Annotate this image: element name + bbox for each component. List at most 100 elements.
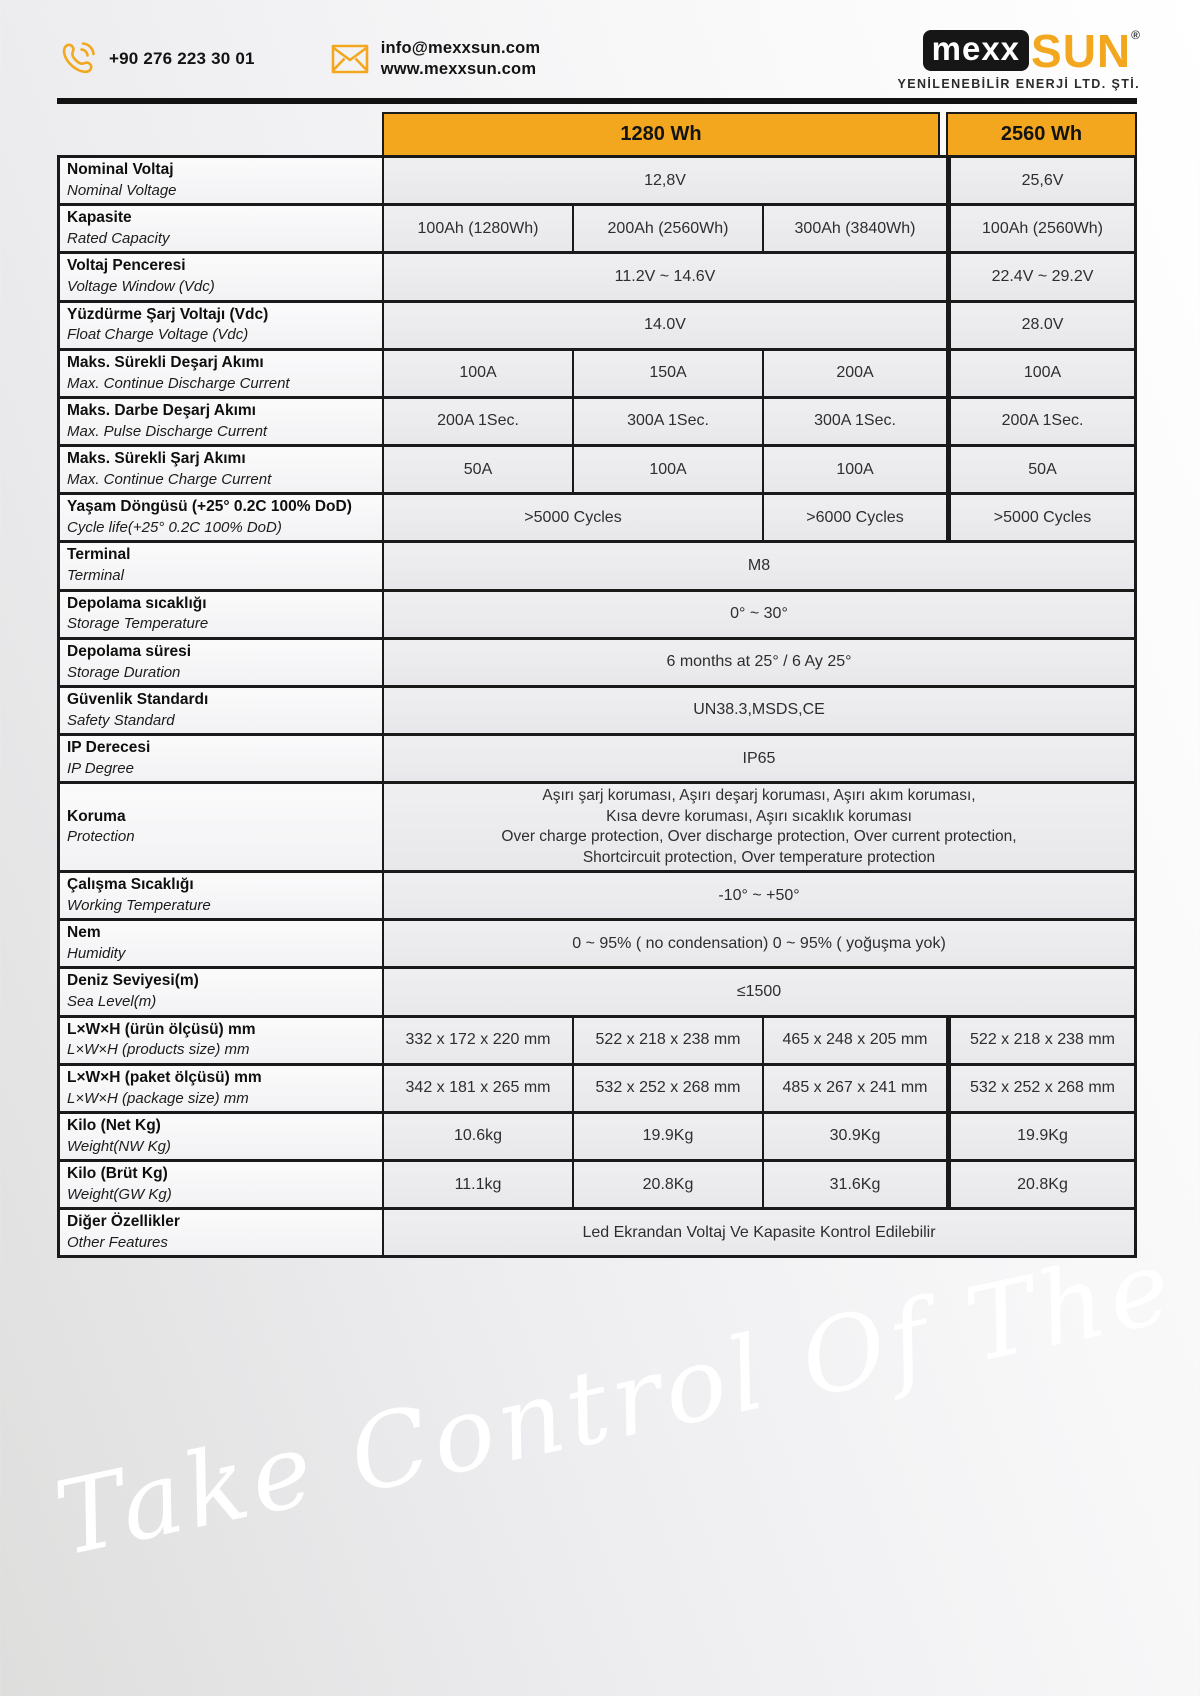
spec-value: Aşırı şarj koruması, Aşırı deşarj koruma… <box>382 781 1137 871</box>
logo-wordmark: mexx SUN ® <box>898 28 1140 74</box>
group-header-2560wh: 2560 Wh <box>946 112 1137 155</box>
spec-value: 300A 1Sec. <box>762 395 946 445</box>
row-label-tr: Kapasite <box>67 209 132 227</box>
spec-value: 31.6Kg <box>762 1159 946 1208</box>
row-label-tr: L×W×H (ürün ölçüsü) mm <box>67 1020 256 1038</box>
row-label: Depolama sıcaklığı Storage Temperature <box>57 588 382 637</box>
row-label-en: Other Features <box>67 1234 168 1252</box>
logo-mexx-box: mexx <box>922 30 1030 71</box>
spec-value: 200A 1Sec. <box>946 395 1137 445</box>
row-label-tr: Nominal Voltaj <box>67 161 174 178</box>
spec-value: 50A <box>946 444 1137 493</box>
spec-value: 11.1kg <box>382 1159 572 1208</box>
logo-sun-text: SUN <box>1031 24 1132 77</box>
row-label-tr: Kilo (Brüt Kg) <box>67 1165 168 1183</box>
spec-value: 19.9Kg <box>572 1110 762 1160</box>
spec-value: 200A <box>762 347 946 396</box>
spec-value: 150A <box>572 347 762 396</box>
spec-value: 22.4V ~ 29.2V <box>946 251 1137 300</box>
row-label-en: Working Temperature <box>67 896 211 914</box>
email-and-website: info@mexxsun.com www.mexxsun.com <box>381 38 541 81</box>
spec-value: 0° ~ 30° <box>382 588 1137 637</box>
row-label: Maks. Darbe Deşarj Akımı Max. Pulse Disch… <box>57 395 382 445</box>
group-header-1280wh: 1280 Wh <box>382 112 940 155</box>
spec-value: 25,6V <box>946 155 1137 204</box>
row-label: Kilo (Net Kg) Weight(NW Kg) <box>57 1110 382 1160</box>
row-label-tr: L×W×H (paket ölçüsü) mm <box>67 1068 262 1086</box>
row-label-tr: Deniz Seviyesi(m) <box>67 972 199 990</box>
spec-value: 300Ah (3840Wh) <box>762 203 946 252</box>
mail-icon <box>331 44 369 74</box>
row-label-tr: Kilo (Net Kg) <box>67 1116 161 1134</box>
row-label-en: Terminal <box>67 567 124 585</box>
spec-value: 100Ah (2560Wh) <box>946 203 1137 252</box>
spec-value: 532 x 252 x 268 mm <box>572 1062 762 1111</box>
spec-value: >5000 Cycles <box>382 492 762 541</box>
row-label: Nem Humidity <box>57 918 382 967</box>
row-label-tr: IP Derecesi <box>67 739 151 757</box>
spec-value: 522 x 218 x 238 mm <box>572 1014 762 1063</box>
row-label-tr: Maks. Sürekli Deşarj Akımı <box>67 353 264 371</box>
row-label-tr: Nem <box>67 924 101 942</box>
row-label: Yaşam Döngüsü (+25° 0.2C 100% DoD) Cycle … <box>57 492 382 541</box>
row-label-tr: Terminal <box>67 546 131 564</box>
row-label-en: L×W×H (products size) mm <box>67 1041 250 1059</box>
spec-value: UN38.3,MSDS,CE <box>382 684 1137 734</box>
spec-value: 522 x 218 x 238 mm <box>946 1014 1137 1063</box>
row-label-tr: Güvenlik Standardı <box>67 690 209 708</box>
spec-value: >5000 Cycles <box>946 492 1137 541</box>
row-label-en: Weight(GW Kg) <box>67 1186 172 1203</box>
row-label-tr: Maks. Darbe Deşarj Akımı <box>67 401 256 419</box>
website-url: www.mexxsun.com <box>380 60 537 78</box>
contact-phone: +90 276 223 30 01 <box>57 39 255 79</box>
row-label: Çalışma Sıcaklığı Working Temperature <box>57 870 382 919</box>
row-label: Maks. Sürekli Deşarj Akımı Max. Continue … <box>57 347 382 396</box>
row-label: L×W×H (paket ölçüsü) mm L×W×H (package si… <box>57 1062 382 1111</box>
row-label: Terminal Terminal <box>57 540 382 589</box>
header-divider-bar <box>57 98 1137 104</box>
spec-value: 0 ~ 95% ( no condensation) 0 ~ 95% ( yoğ… <box>382 918 1137 967</box>
row-label-tr: Yüzdürme Şarj Voltajı (Vdc) <box>67 305 269 323</box>
row-label-en: Storage Temperature <box>67 615 209 633</box>
row-label-tr: Voltaj Penceresi <box>67 257 186 275</box>
spec-value: 20.8Kg <box>572 1159 762 1208</box>
spec-value: 100A <box>762 444 946 493</box>
row-label-en: Humidity <box>67 945 126 963</box>
row-label: Kapasite Rated Capacity <box>57 203 382 252</box>
row-label-en: IP Degree <box>67 759 134 777</box>
row-label-en: Float Charge Voltage (Vdc) <box>67 326 249 344</box>
row-label-en: Voltage Window (Vdc) <box>67 278 215 296</box>
spec-value: 14.0V <box>382 299 946 348</box>
row-label-en: Cycle life(+25° 0.2C 100% DoD) <box>67 519 282 537</box>
row-label-tr: Yaşam Döngüsü (+25° 0.2C 100% DoD) <box>67 498 352 516</box>
row-label-en: Max. Pulse Discharge Current <box>67 422 268 440</box>
company-logo: mexx SUN ® YENİLENEBİLİR ENERJİ LTD. ŞTİ… <box>898 28 1140 91</box>
spec-value: 19.9Kg <box>946 1110 1137 1160</box>
row-label-en: Safety Standard <box>67 711 175 729</box>
spec-table: 1280 Wh 2560 Wh Nominal Voltaj Nominal Vo… <box>57 112 1137 1259</box>
spec-value: 342 x 181 x 265 mm <box>382 1062 572 1111</box>
registered-trademark-symbol: ® <box>1131 27 1140 42</box>
spec-value: 300A 1Sec. <box>572 395 762 445</box>
row-label-en: Weight(NW Kg) <box>67 1137 171 1155</box>
spec-value: 532 x 252 x 268 mm <box>946 1062 1137 1111</box>
phone-number: +90 276 223 30 01 <box>109 49 255 68</box>
spec-value: 332 x 172 x 220 mm <box>382 1014 572 1063</box>
row-label: Yüzdürme Şarj Voltajı (Vdc) Float Charge … <box>57 299 382 348</box>
row-label: Kilo (Brüt Kg) Weight(GW Kg) <box>57 1159 382 1208</box>
row-label: Diğer Özellikler Other Features <box>57 1207 382 1259</box>
row-label-tr: Maks. Sürekli Şarj Akımı <box>67 450 246 468</box>
spec-value: 465 x 248 x 205 mm <box>762 1014 946 1063</box>
spec-value: 100A <box>572 444 762 493</box>
spec-value: 200Ah (2560Wh) <box>572 203 762 252</box>
row-label-en: Sea Level(m) <box>67 993 157 1011</box>
spec-value: ≤1500 <box>382 966 1137 1015</box>
spec-value: 50A <box>382 444 572 493</box>
row-label-en: Nominal Voltage <box>67 181 177 199</box>
spec-value: 100A <box>946 347 1137 396</box>
spec-value: 28.0V <box>946 299 1137 348</box>
logo-tagline: YENİLENEBİLİR ENERJİ LTD. ŞTİ. <box>897 76 1140 91</box>
phone-icon <box>57 39 97 79</box>
page-header: +90 276 223 30 01 info@mexxsun.com www.m… <box>57 0 1140 92</box>
